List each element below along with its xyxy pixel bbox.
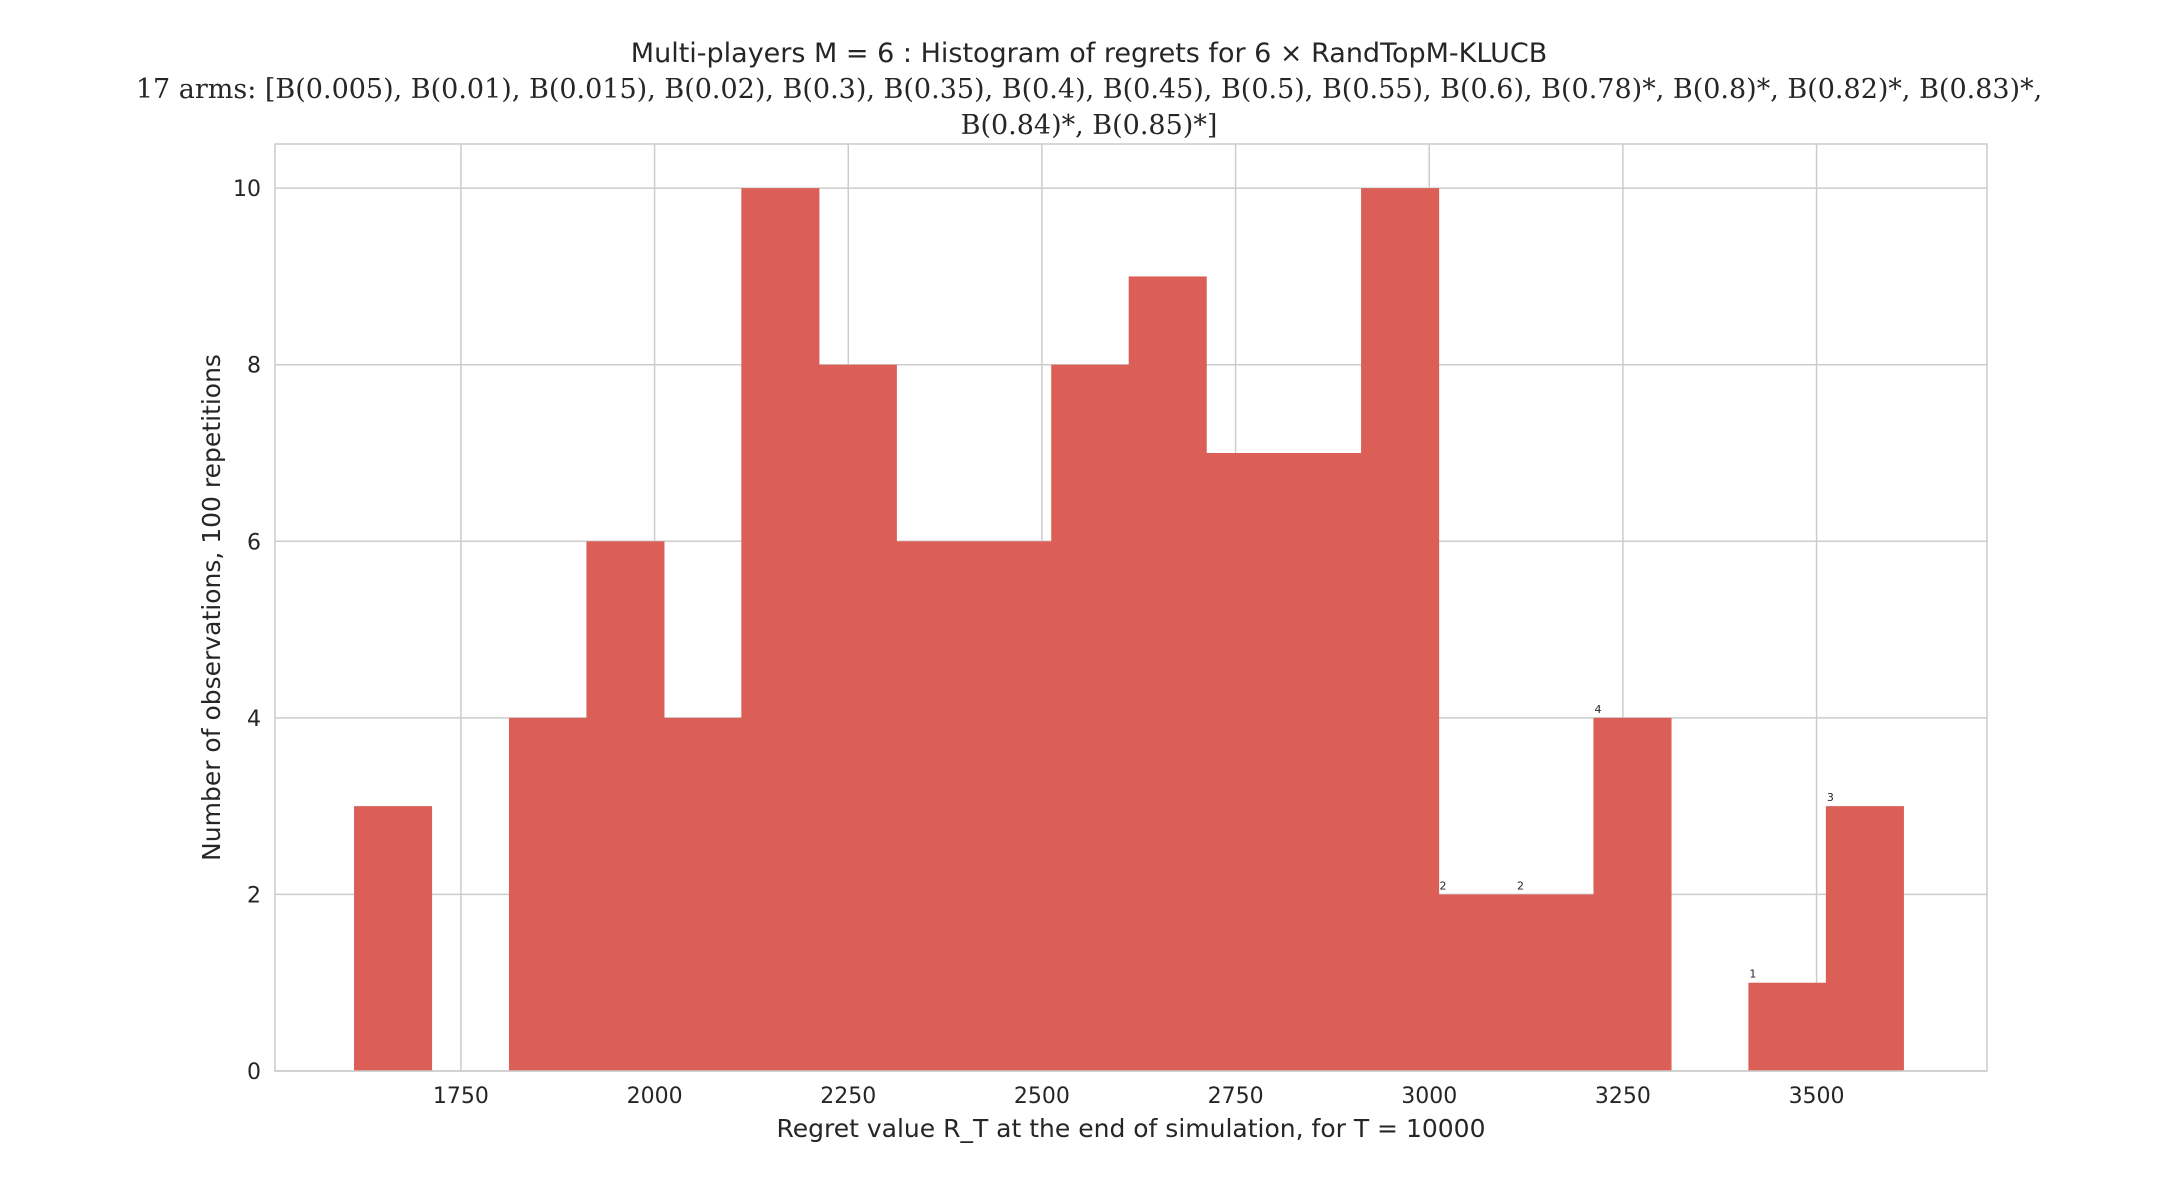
y-tick-label-0: 0 [247,1060,261,1085]
x-tick-label-0: 1750 [433,1084,489,1109]
histogram-bar-9 [1051,364,1130,1071]
histogram-bar-7 [896,541,975,1071]
bar-labels: 2 2 4 1 3 [1440,703,1834,981]
y-tick-label-4: 8 [247,354,261,379]
x-axis-label: Regret value R_T at the end of simulatio… [777,1114,1486,1143]
plot-border [274,143,1988,1072]
chart-subtitle: 17 arms: [B(0.005), B(0.01), B(0.015), B… [135,74,2043,105]
histogram-bar-2 [508,717,588,1071]
y-tick-label-3: 6 [247,530,261,555]
y-axis-label: Number of observations, 100 repetitions [197,354,226,861]
histogram-bar-11 [1206,453,1285,1071]
histogram-bar-3 [586,541,665,1071]
chart-title: Multi-players M = 6 : Histogram of regre… [630,38,1548,69]
bar-count-label-16: 4 [1594,703,1601,716]
x-tick-label-4: 2750 [1208,1084,1264,1109]
bar-count-label-14: 2 [1440,879,1447,892]
x-tick-label-3: 2500 [1014,1084,1070,1109]
chart-subtitle-line2: B(0.84)*, B(0.85)*] [960,110,1218,141]
histogram-bar-6 [818,364,897,1071]
histogram-bar-12 [1283,453,1362,1071]
x-tick-label-7: 3500 [1789,1084,1845,1109]
histogram-bar-18 [1748,982,1827,1071]
histogram-bar-10 [1128,276,1207,1071]
x-tick-label-6: 3250 [1595,1084,1651,1109]
histogram-bar-19 [1825,806,1904,1071]
y-tick-label-5: 10 [233,177,261,202]
y-axis-ticks: 0 2 4 6 8 10 [233,177,261,1085]
histogram-bar-13 [1361,188,1440,1072]
y-tick-label-2: 4 [247,707,261,732]
histogram-bar-0 [354,806,433,1071]
histogram-bar-15 [1516,894,1595,1071]
x-axis-ticks: 1750 2000 2250 2500 2750 3000 3250 3500 [433,1084,1845,1109]
histogram-bar-8 [973,541,1052,1071]
x-tick-label-2: 2250 [820,1084,876,1109]
bars [354,188,1904,1072]
histogram-bar-5 [741,188,820,1072]
histogram-bar-16 [1593,717,1672,1071]
histogram-bar-14 [1438,894,1517,1071]
bar-count-label-15: 2 [1517,879,1524,892]
bar-count-label-18: 1 [1749,968,1756,981]
x-tick-label-5: 3000 [1401,1084,1457,1109]
histogram-bar-4 [663,717,742,1071]
y-tick-label-1: 2 [247,883,261,908]
bar-count-label-19: 3 [1827,791,1834,804]
x-tick-label-1: 2000 [627,1084,683,1109]
